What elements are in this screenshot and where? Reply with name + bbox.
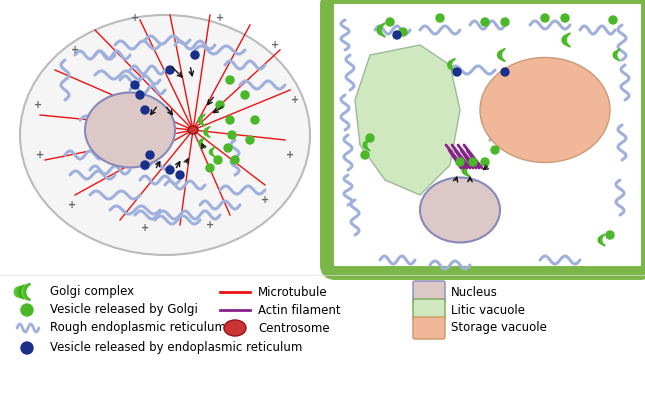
Circle shape bbox=[216, 101, 224, 109]
Text: Microtubule: Microtubule bbox=[258, 286, 328, 299]
Text: +: + bbox=[71, 45, 79, 55]
Circle shape bbox=[166, 166, 174, 174]
Circle shape bbox=[226, 116, 234, 124]
Ellipse shape bbox=[480, 57, 610, 162]
Circle shape bbox=[246, 136, 254, 144]
Text: Actin filament: Actin filament bbox=[258, 303, 341, 316]
Text: Vesicle released by endoplasmic reticulum: Vesicle released by endoplasmic reticulu… bbox=[50, 341, 303, 354]
FancyBboxPatch shape bbox=[413, 299, 445, 321]
Text: +: + bbox=[216, 13, 224, 23]
Text: +: + bbox=[34, 100, 42, 110]
Text: Litic vacuole: Litic vacuole bbox=[451, 303, 525, 316]
Circle shape bbox=[241, 91, 249, 99]
Circle shape bbox=[228, 131, 236, 139]
Circle shape bbox=[609, 16, 617, 24]
Circle shape bbox=[141, 106, 149, 114]
Text: +: + bbox=[68, 200, 76, 210]
Circle shape bbox=[176, 171, 184, 179]
Circle shape bbox=[393, 31, 401, 39]
Circle shape bbox=[366, 134, 374, 142]
Circle shape bbox=[491, 146, 499, 154]
Circle shape bbox=[481, 158, 489, 166]
Circle shape bbox=[136, 91, 144, 99]
Text: Vesicle released by Golgi: Vesicle released by Golgi bbox=[50, 303, 198, 316]
Text: +: + bbox=[36, 150, 44, 160]
Text: +: + bbox=[131, 13, 139, 23]
Circle shape bbox=[386, 18, 394, 26]
FancyBboxPatch shape bbox=[327, 0, 645, 273]
FancyBboxPatch shape bbox=[413, 281, 445, 303]
Text: Storage vacuole: Storage vacuole bbox=[451, 322, 547, 335]
Circle shape bbox=[226, 76, 234, 84]
Circle shape bbox=[469, 158, 477, 166]
Circle shape bbox=[21, 342, 33, 354]
Ellipse shape bbox=[20, 15, 310, 255]
Circle shape bbox=[206, 164, 214, 172]
Polygon shape bbox=[355, 45, 460, 195]
Circle shape bbox=[131, 81, 139, 89]
Circle shape bbox=[606, 231, 614, 239]
Circle shape bbox=[541, 14, 549, 22]
Circle shape bbox=[251, 116, 259, 124]
Circle shape bbox=[166, 66, 174, 74]
FancyBboxPatch shape bbox=[413, 317, 445, 339]
Ellipse shape bbox=[420, 177, 500, 242]
Circle shape bbox=[231, 156, 239, 164]
Text: +: + bbox=[286, 150, 294, 160]
Text: +: + bbox=[271, 40, 279, 50]
Circle shape bbox=[501, 18, 509, 26]
Circle shape bbox=[453, 68, 461, 76]
Circle shape bbox=[501, 68, 509, 76]
Circle shape bbox=[214, 156, 222, 164]
Circle shape bbox=[361, 151, 369, 159]
Ellipse shape bbox=[188, 126, 198, 134]
Text: Golgi complex: Golgi complex bbox=[50, 286, 134, 299]
Circle shape bbox=[436, 14, 444, 22]
Circle shape bbox=[146, 151, 154, 159]
Circle shape bbox=[561, 14, 569, 22]
Text: +: + bbox=[261, 195, 269, 205]
Ellipse shape bbox=[85, 93, 175, 168]
Circle shape bbox=[21, 304, 33, 316]
Circle shape bbox=[456, 158, 464, 166]
Circle shape bbox=[399, 28, 407, 36]
Ellipse shape bbox=[224, 320, 246, 336]
Circle shape bbox=[141, 161, 149, 169]
Circle shape bbox=[191, 51, 199, 59]
Text: +: + bbox=[206, 220, 214, 230]
Text: +: + bbox=[141, 223, 149, 233]
Text: Centrosome: Centrosome bbox=[258, 322, 330, 335]
Text: Rough endoplasmic reticulum: Rough endoplasmic reticulum bbox=[50, 322, 226, 335]
Circle shape bbox=[481, 18, 489, 26]
Circle shape bbox=[224, 144, 232, 152]
Text: +: + bbox=[291, 95, 299, 105]
Text: Nucleus: Nucleus bbox=[451, 286, 498, 299]
